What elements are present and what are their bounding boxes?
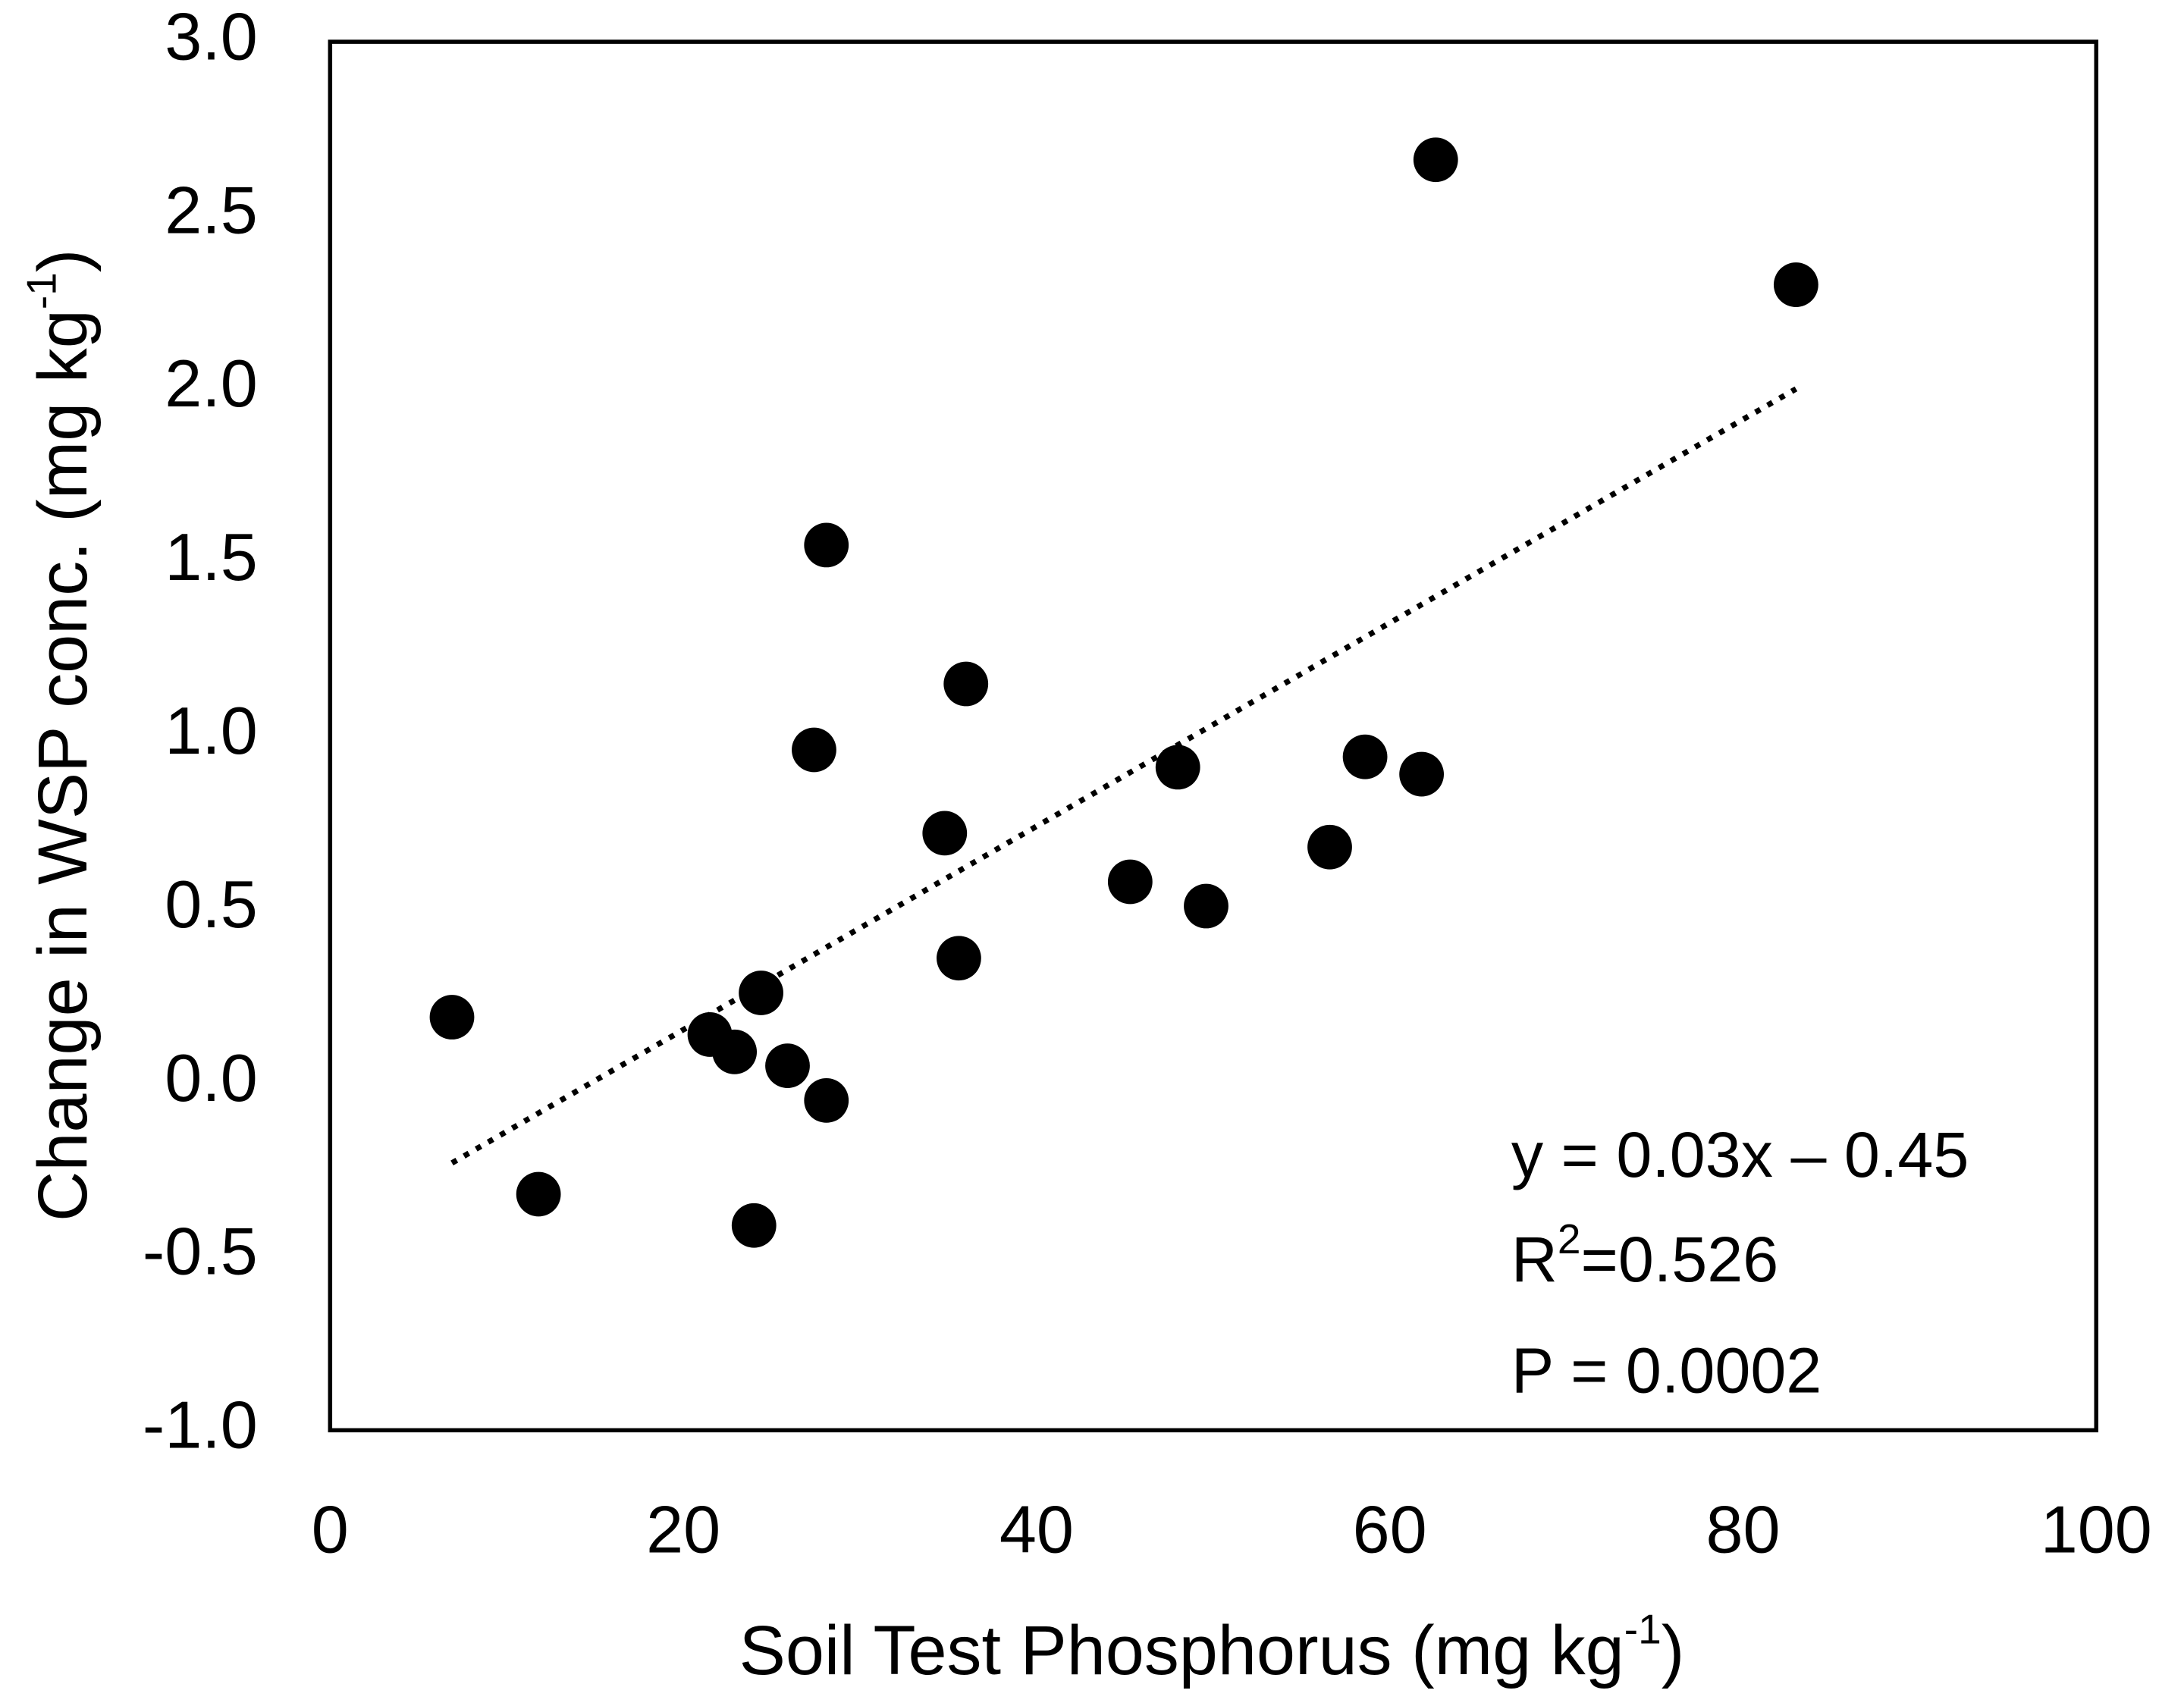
point	[804, 522, 849, 568]
point	[712, 1029, 758, 1074]
r2-value: =0.526	[1581, 1224, 1779, 1295]
point	[765, 1043, 810, 1089]
y-tick-label: -1.0	[143, 1388, 258, 1463]
point	[1413, 137, 1458, 183]
point	[943, 661, 989, 707]
point	[1773, 262, 1818, 307]
y-tick-label: 0.5	[165, 867, 258, 942]
y-title-end: )	[24, 249, 102, 273]
x-tick-label: 60	[1353, 1491, 1427, 1566]
p-value: P = 0.0002	[1511, 1335, 1822, 1407]
r-squared: R2=0.526	[1511, 1215, 1778, 1295]
y-tick-label: 1.0	[165, 693, 258, 768]
x-tick-label: 80	[1705, 1491, 1780, 1566]
point	[1155, 745, 1200, 790]
point	[1107, 859, 1153, 905]
point	[1184, 883, 1228, 929]
point	[731, 1203, 777, 1248]
x-tick-label: 20	[646, 1491, 720, 1566]
x-tick-label: 100	[2041, 1491, 2152, 1566]
y-title-text: Change in WSP conc. (mg kg	[24, 309, 102, 1221]
r2-r: R	[1511, 1224, 1558, 1295]
point	[1399, 751, 1445, 797]
point	[937, 936, 981, 981]
equation: y = 0.03x – 0.45	[1511, 1119, 1969, 1190]
point	[804, 1078, 849, 1123]
y-axis-title: Change in WSP conc. (mg kg-1)	[17, 249, 101, 1221]
x-tick-label: 0	[312, 1491, 349, 1566]
x-title-sup: -1	[1624, 1605, 1662, 1652]
point	[516, 1171, 561, 1217]
plot-frame	[328, 39, 2099, 1433]
x-axis-title: Soil Test Phosphorus (mg kg-1)	[739, 1605, 1685, 1689]
point	[1342, 734, 1388, 779]
point	[1307, 824, 1352, 870]
r2-sup: 2	[1558, 1215, 1581, 1262]
y-tick-label: -0.5	[143, 1214, 258, 1289]
point	[792, 727, 836, 773]
trendline	[450, 386, 1798, 1165]
y-tick-label: 1.5	[165, 519, 258, 594]
y-tick-label: 2.5	[165, 172, 258, 247]
point	[739, 971, 783, 1015]
x-title-end: )	[1662, 1612, 1685, 1689]
y-tick-label: 0.0	[165, 1040, 258, 1115]
x-title-text: Soil Test Phosphorus (mg kg	[739, 1612, 1624, 1689]
point	[429, 995, 475, 1040]
y-tick-label: 2.0	[165, 346, 258, 421]
x-tick-label: 40	[999, 1491, 1074, 1566]
y-tick-label: 3.0	[165, 0, 258, 74]
y-title-sup: -1	[17, 272, 64, 309]
point	[922, 811, 968, 856]
